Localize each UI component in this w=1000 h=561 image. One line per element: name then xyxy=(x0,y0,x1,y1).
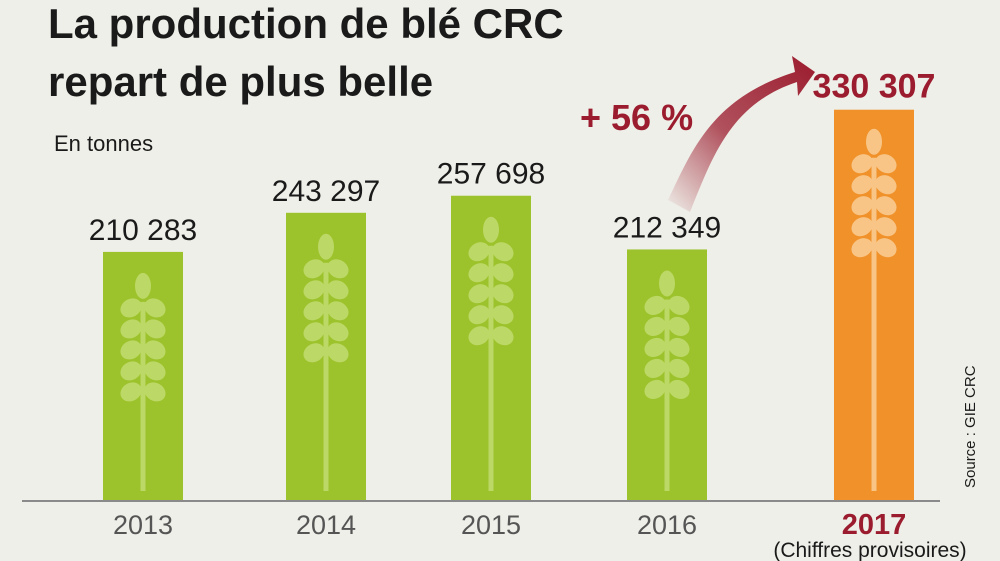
value-label-2015: 257 698 xyxy=(437,158,545,191)
year-label-2016: 2016 xyxy=(637,510,697,540)
highlight-note: (Chiffres provisoires) xyxy=(773,539,966,561)
value-label-2016: 212 349 xyxy=(613,211,721,244)
year-label-2017: 2017 xyxy=(842,509,907,541)
wheat-ear-icon xyxy=(851,128,897,491)
wheat-ear-icon xyxy=(303,233,349,491)
growth-arrow xyxy=(668,56,815,212)
wheat-ear-icon xyxy=(468,216,514,491)
wheat-ear-icon xyxy=(120,272,166,491)
unit-label: En tonnes xyxy=(54,131,153,156)
year-label-2013: 2013 xyxy=(113,510,173,540)
value-label-2017: 330 307 xyxy=(813,68,936,106)
year-label-2014: 2014 xyxy=(296,510,356,540)
value-label-2014: 243 297 xyxy=(272,175,380,208)
chart-title-line-1: La production de blé CRC xyxy=(48,0,564,47)
bars-layer: 210 283 2013 243 297 2014 257 698 2015 212 349… xyxy=(89,68,936,541)
year-label-2015: 2015 xyxy=(461,510,521,540)
source-label: Source : GIE CRC xyxy=(962,365,979,488)
growth-label: + 56 % xyxy=(580,97,693,138)
chart-title-line-2: repart de plus belle xyxy=(48,58,433,105)
value-label-2013: 210 283 xyxy=(89,214,197,247)
wheat-ear-icon xyxy=(644,270,690,491)
